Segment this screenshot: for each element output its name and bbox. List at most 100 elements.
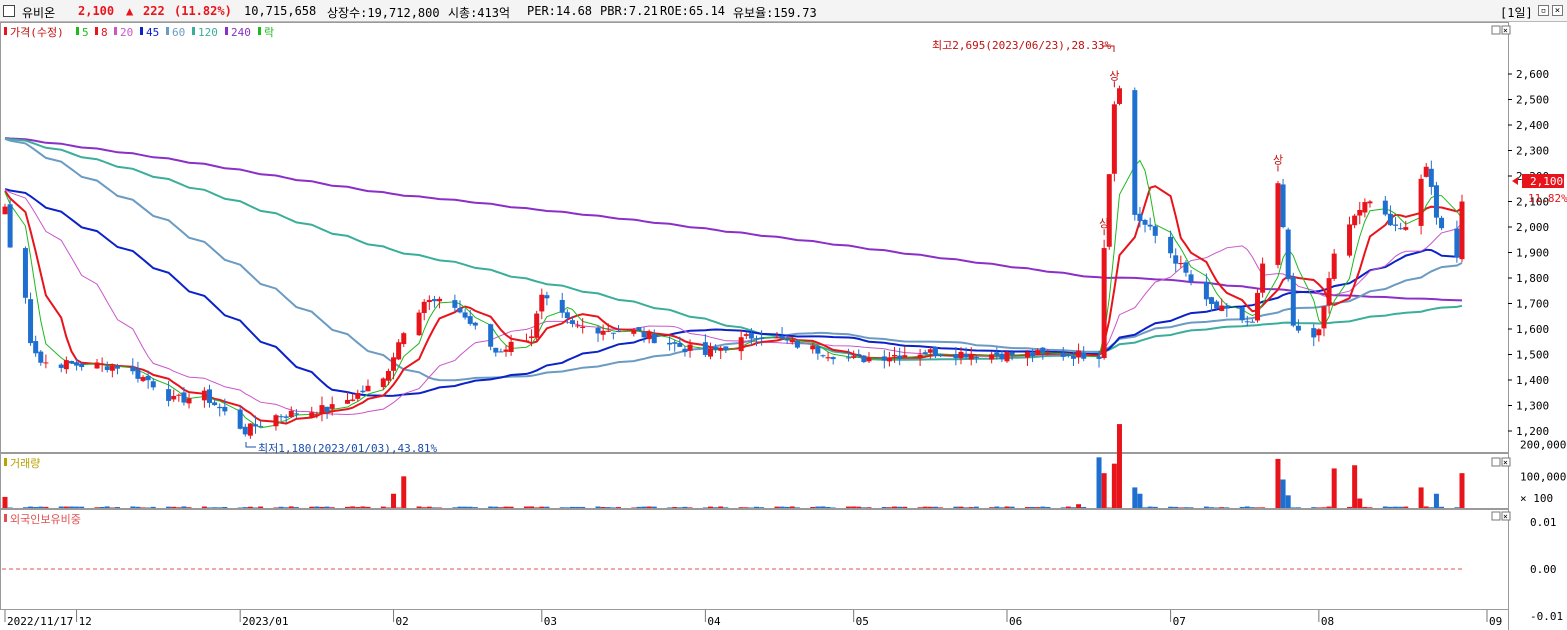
candle-body	[176, 394, 182, 396]
candle-body	[278, 416, 284, 418]
candle	[498, 348, 504, 353]
candle	[68, 360, 74, 364]
price-tick-label: 1,700	[1516, 298, 1549, 311]
candle-body	[7, 204, 13, 248]
close-icon[interactable]: ×	[1552, 5, 1563, 16]
candle	[595, 325, 601, 342]
volume-bar	[1275, 458, 1281, 508]
volume-bar	[810, 506, 816, 508]
candle-body	[22, 248, 28, 298]
candle-body	[861, 355, 867, 363]
volume-bar	[529, 506, 535, 508]
candle-body	[140, 377, 146, 381]
legend-item: 8	[101, 26, 108, 39]
volume-bar	[994, 506, 1000, 508]
candle-body	[365, 385, 371, 392]
volume-panel-buttons[interactable]: ×	[1491, 457, 1511, 467]
date-label: 06	[1009, 615, 1022, 628]
volume-bar	[58, 506, 64, 508]
price-tick-label: 2,400	[1516, 119, 1549, 132]
candle-body	[1382, 200, 1388, 215]
candle-body	[1101, 248, 1107, 359]
period-selector[interactable]: [1일]	[1500, 6, 1533, 20]
per-value: PER:14.68	[527, 4, 593, 18]
volume-bar	[892, 506, 898, 508]
candle-body	[1260, 263, 1266, 293]
candle-body	[667, 342, 673, 345]
candle-body	[1040, 347, 1046, 353]
candle	[1035, 348, 1041, 356]
volume-bar	[314, 506, 320, 508]
ma-8-line	[4, 185, 1463, 425]
candle	[810, 343, 816, 354]
candle	[846, 348, 852, 362]
candle-body	[754, 338, 760, 340]
price-tick-label: 1,600	[1516, 323, 1549, 336]
candle-body	[2, 206, 8, 215]
volume-bar	[575, 506, 581, 508]
candle	[1009, 349, 1015, 361]
candle-body	[74, 362, 80, 366]
restore-icon[interactable]: ▫	[1538, 5, 1549, 16]
candle	[1132, 87, 1138, 221]
candle-body	[856, 354, 862, 356]
candle	[1173, 248, 1179, 272]
candle	[421, 299, 427, 321]
candle	[360, 385, 366, 394]
candle	[820, 354, 826, 358]
volume-bar	[1347, 506, 1353, 508]
candle-body	[1418, 178, 1424, 226]
candle-body	[1290, 276, 1296, 326]
candle	[437, 296, 443, 309]
price-panel-buttons[interactable]: ×	[1491, 25, 1511, 35]
select-checkbox[interactable]	[3, 5, 15, 17]
candle-body	[1168, 236, 1174, 254]
volume-bar	[503, 506, 509, 508]
volume-bar	[1428, 507, 1434, 508]
candle-body	[615, 330, 621, 332]
candle	[529, 329, 535, 347]
legend-swatch	[95, 27, 98, 35]
volume-bar	[1316, 507, 1322, 508]
volume-bar	[140, 507, 146, 508]
candle	[1454, 220, 1460, 263]
candle-body	[1045, 353, 1051, 355]
candle-body	[181, 392, 187, 403]
candle	[994, 347, 1000, 360]
candle-body	[968, 354, 974, 360]
foreign-panel-buttons[interactable]: ×	[1491, 511, 1511, 521]
volume-bar	[1249, 507, 1255, 508]
volume-bar	[79, 506, 85, 508]
volume-bar	[74, 506, 80, 508]
candle	[365, 379, 371, 392]
candle	[825, 351, 831, 362]
candle	[166, 380, 172, 407]
panel-close-icon: ×	[1503, 26, 1508, 35]
limit-marks: 상상상	[245, 45, 1283, 448]
volume-bar	[1423, 506, 1429, 508]
candle	[1357, 201, 1363, 225]
volume-bar	[247, 506, 253, 508]
candle	[293, 409, 299, 419]
volume-bar	[2, 496, 8, 508]
volume-bar	[421, 507, 427, 508]
candle	[1081, 346, 1087, 362]
volume-bar	[615, 507, 621, 508]
volume-bar	[360, 506, 366, 508]
candle	[99, 357, 105, 372]
candle	[1249, 319, 1255, 323]
candle	[1423, 162, 1429, 178]
volume-bar	[350, 506, 356, 508]
candle	[22, 246, 28, 304]
candle-body	[288, 410, 294, 418]
volume-bar	[779, 506, 785, 508]
candle-body	[1295, 325, 1301, 331]
candle	[1070, 352, 1076, 366]
volume-bar	[467, 506, 473, 508]
candle	[917, 349, 923, 366]
foreign-title: 외국인보유비중	[10, 513, 81, 526]
candle-body	[472, 322, 478, 326]
upper-limit-mark: 상	[1109, 69, 1119, 82]
candle-body	[738, 337, 744, 352]
candle-body	[237, 409, 243, 429]
